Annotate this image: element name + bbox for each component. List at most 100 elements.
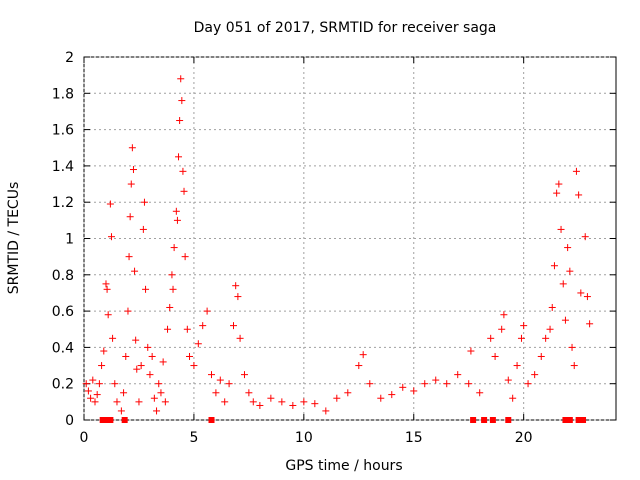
data-point [132, 336, 140, 344]
data-point-square [481, 417, 488, 423]
data-point [208, 371, 216, 379]
data-point [176, 117, 184, 125]
data-point [190, 362, 198, 370]
data-point [155, 380, 163, 388]
data-point [84, 387, 92, 395]
x-tick-label: 15 [405, 430, 423, 446]
data-point [216, 376, 224, 384]
data-point [344, 389, 352, 397]
data-point [566, 267, 574, 275]
data-point [148, 352, 156, 360]
data-point [157, 389, 165, 397]
data-point [421, 380, 429, 388]
data-point [542, 334, 550, 342]
x-axis-label: GPS time / hours [285, 458, 402, 474]
data-point [517, 334, 525, 342]
data-point [537, 352, 545, 360]
data-point [245, 389, 253, 397]
data-point [117, 407, 125, 415]
data-point [129, 166, 137, 174]
data-point [168, 271, 176, 279]
data-point [359, 351, 367, 359]
x-tick-label: 10 [295, 430, 313, 446]
data-point [169, 285, 177, 293]
data-point [127, 180, 135, 188]
grid [83, 56, 616, 421]
y-tick-label: 0.6 [52, 304, 74, 320]
data-point [179, 167, 187, 175]
data-point [559, 280, 567, 288]
chart-title: Day 051 of 2017, SRMTID for receiver sag… [194, 20, 497, 36]
data-point [236, 334, 244, 342]
data-point [125, 253, 133, 261]
data-point [140, 198, 148, 206]
data-point [82, 380, 90, 388]
data-point [133, 365, 141, 373]
data-point [583, 293, 591, 301]
data-point [432, 376, 440, 384]
data-point [476, 389, 484, 397]
data-point [465, 380, 473, 388]
data-point [548, 303, 556, 311]
data-point [128, 144, 136, 152]
data-point [491, 352, 499, 360]
axes: 0 5 10 15 20 0 0.2 0.4 0.6 0.8 1 1.2 1.4 1.6 1.8 2 [52, 50, 616, 446]
data-point [575, 191, 583, 199]
data-point [144, 343, 152, 351]
data-point [498, 325, 506, 333]
data-point-square [505, 417, 512, 423]
data-point [161, 398, 169, 406]
data-point [142, 285, 150, 293]
x-tick-label: 20 [515, 430, 533, 446]
data-point [577, 289, 585, 297]
data-point [553, 189, 561, 197]
data-point [355, 362, 363, 370]
data-point [91, 398, 99, 406]
data-point [104, 311, 112, 319]
data-point [520, 322, 528, 330]
data-point [322, 407, 330, 415]
data-point [153, 407, 161, 415]
data-point [93, 391, 101, 399]
data-point [122, 352, 130, 360]
data-point [311, 400, 319, 408]
data-point [568, 343, 576, 351]
data-point-square [208, 417, 215, 423]
data-point [124, 307, 132, 315]
data-point [186, 352, 194, 360]
y-tick-label: 0.4 [52, 340, 74, 356]
data-point [256, 401, 264, 409]
data-point [111, 380, 119, 388]
data-point [178, 97, 186, 105]
data-point [454, 371, 462, 379]
data-point [249, 398, 257, 406]
y-tick-label: 1.4 [52, 159, 74, 175]
data-point [103, 285, 111, 293]
data-point [225, 380, 233, 388]
data-point [232, 282, 240, 290]
data-point [181, 253, 189, 261]
data-point [555, 180, 563, 188]
data-point-square [489, 417, 496, 423]
data-point [164, 325, 172, 333]
data-point [175, 153, 183, 161]
data-point [399, 383, 407, 391]
data-point [509, 394, 517, 402]
data-point [109, 334, 117, 342]
data-point [289, 401, 297, 409]
data-point-square [580, 417, 587, 423]
data-point-square [575, 417, 582, 423]
data-point [240, 371, 248, 379]
y-tick-label: 1.2 [52, 195, 74, 211]
data-point [278, 398, 286, 406]
data-point [102, 280, 110, 288]
y-tick-label: 1.6 [52, 123, 74, 139]
data-point [126, 213, 134, 221]
data-point [135, 398, 143, 406]
data-point [388, 391, 396, 399]
data-point [177, 75, 185, 83]
data-point [487, 334, 495, 342]
y-tick-label: 2 [65, 50, 74, 66]
data-point [557, 225, 565, 233]
data-point [137, 362, 145, 370]
